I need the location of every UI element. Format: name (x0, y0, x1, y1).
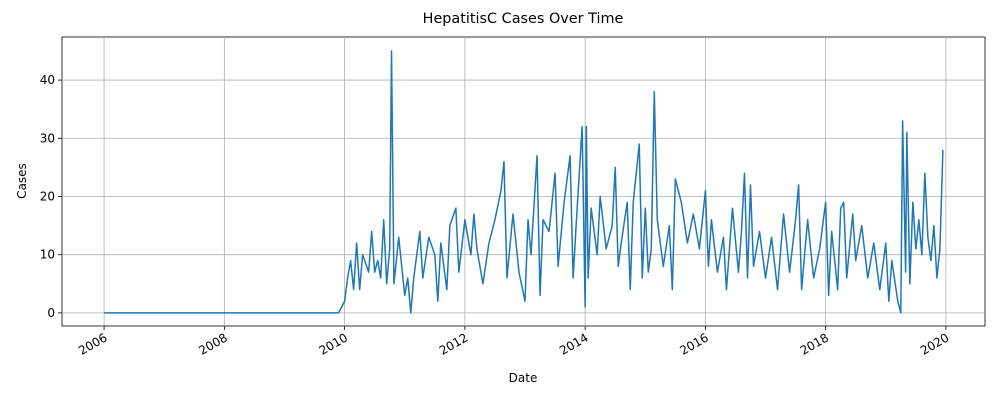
y-tick-label: 20 (40, 189, 55, 203)
x-tick-label: 2010 (317, 330, 350, 357)
x-tick-label: 2008 (196, 330, 229, 357)
y-tick-label: 0 (47, 306, 55, 320)
y-tick-label: 40 (40, 73, 55, 87)
plot-frame (61, 36, 986, 327)
y-axis-label: Cases (15, 163, 29, 199)
x-axis-label: Date (509, 371, 538, 385)
x-tick-label: 2016 (677, 330, 710, 357)
x-tick-label: 2006 (76, 330, 109, 357)
x-tick-label: 2018 (798, 330, 831, 357)
x-tick-label: 2012 (437, 330, 470, 357)
y-tick-label: 10 (40, 248, 55, 262)
chart-title: HepatitisC Cases Over Time (423, 11, 624, 27)
y-tick-label: 30 (40, 131, 55, 145)
x-tick-label: 2020 (918, 330, 951, 357)
line-series (104, 50, 944, 314)
x-tick-label: 2014 (557, 330, 590, 357)
